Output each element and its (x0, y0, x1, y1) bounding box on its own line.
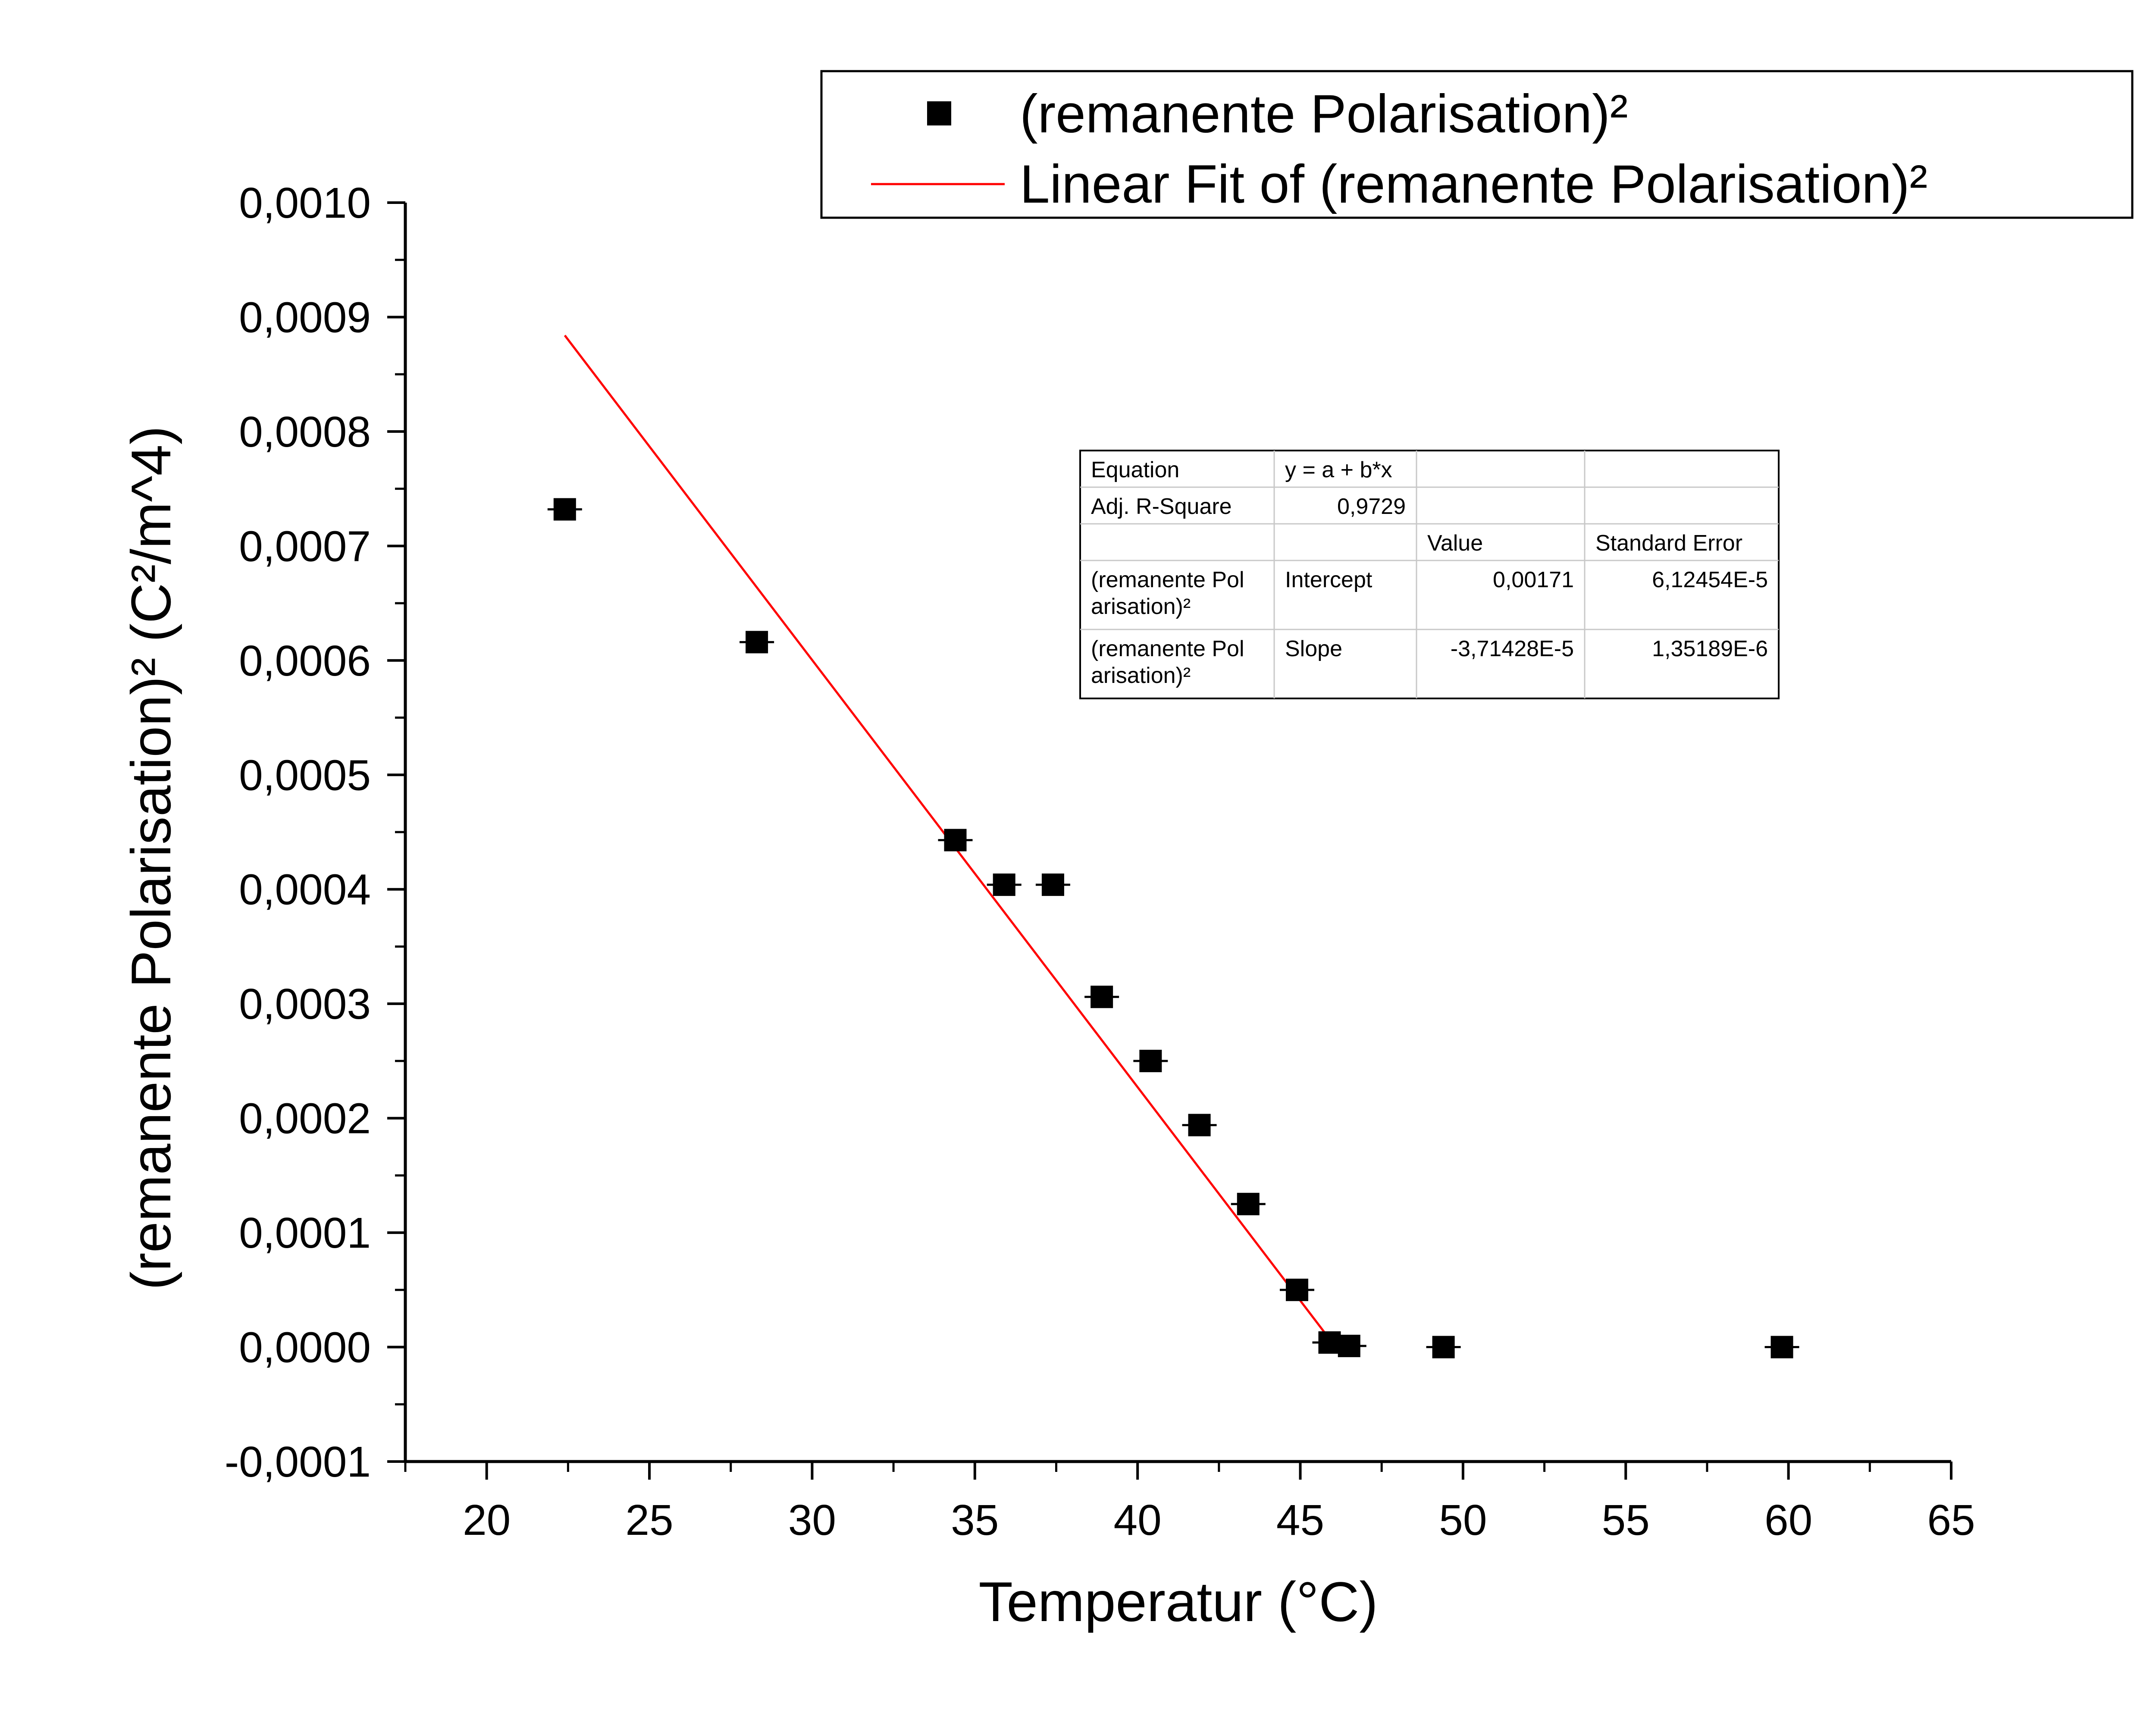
fit-table-cell: 0,00171 (1493, 567, 1574, 592)
y-tick-label: 0,0009 (239, 293, 371, 341)
x-tick-label: 35 (951, 1496, 999, 1544)
fit-table-cell-line: -3,71428E-5 (1451, 636, 1574, 661)
y-tick-label: 0,0002 (239, 1095, 371, 1143)
fit-table-cell-line: (remanente Pol (1091, 636, 1244, 661)
fit-table-cell: Slope (1285, 636, 1342, 661)
y-tick-label: 0,0010 (239, 179, 371, 227)
fit-table-cell: 1,35189E-6 (1652, 636, 1768, 661)
fit-table-cell-line: Equation (1091, 457, 1179, 482)
fit-table-cell-line: 0,9729 (1337, 494, 1406, 519)
fit-table-cell: Standard Error (1595, 531, 1742, 556)
fit-table-cell: (remanente Pol arisation)² (1091, 567, 1244, 619)
fit-table-cell-line: Intercept (1285, 567, 1373, 592)
fit-table-cell: (remanente Pol arisation)² (1091, 636, 1244, 688)
x-tick-label: 40 (1114, 1496, 1162, 1544)
fit-results-table: Equation y = a + b*x Adj. R-Square 0,9729 Va… (1079, 450, 1780, 699)
fit-table-cell-line: arisation)² (1091, 663, 1191, 688)
fit-table-cell: Value (1427, 531, 1483, 556)
fit-table-cell-line: 6,12454E-5 (1652, 567, 1768, 592)
y-tick-label: -0,0001 (225, 1438, 371, 1486)
fit-table-cell-line: Adj. R-Square (1091, 494, 1232, 519)
x-axis-label: Temperatur (°C) (978, 1570, 1378, 1633)
fit-table-cell: Intercept (1285, 567, 1373, 592)
x-tick-label: 50 (1439, 1496, 1487, 1544)
fit-table-border (1079, 450, 1780, 699)
x-tick-label: 65 (1927, 1496, 1975, 1544)
fit-table-cell-line: y = a + b*x (1285, 457, 1392, 482)
y-axis-label: (remanente Polarisation)² (C²/m^4) (119, 426, 182, 1290)
y-tick-label: 0,0005 (239, 751, 371, 799)
fit-table-cell: -3,71428E-5 (1451, 636, 1574, 661)
fit-table-cell-line: Standard Error (1595, 531, 1742, 556)
fit-table-cell-line: (remanente Pol (1091, 567, 1244, 592)
y-tick-label: 0,0006 (239, 637, 371, 685)
y-tick-label: 0,0000 (239, 1324, 371, 1372)
series-layer (547, 335, 1799, 1359)
fit-table-cell-line: 0,00171 (1493, 567, 1574, 592)
y-tick-label: 0,0007 (239, 522, 371, 570)
fit-table-cell: Adj. R-Square (1091, 494, 1232, 519)
fit-table-cell: 0,9729 (1337, 494, 1406, 519)
ticks-layer: 20 25 30 35 40 45 50 55 60 65 -0,0001 0,0000 0,0001 0… (225, 179, 1975, 1544)
legend-box (820, 70, 2134, 219)
x-tick-label: 30 (788, 1496, 836, 1544)
y-tick-label: 0,0001 (239, 1209, 371, 1257)
legend-label-scatter: (remanente Polarisation)² (1020, 84, 1628, 144)
fit-table-cell-line: Slope (1285, 636, 1342, 661)
legend-label-fit: Linear Fit of (remanente Polarisation)² (1020, 154, 1927, 214)
y-tick-label: 0,0004 (239, 866, 371, 914)
x-tick-label: 20 (463, 1496, 511, 1544)
y-tick-label: 0,0003 (239, 980, 371, 1028)
fit-table-cell: 6,12454E-5 (1652, 567, 1768, 592)
fit-table-cell: y = a + b*x (1285, 457, 1392, 482)
fit-table-cell-line: 1,35189E-6 (1652, 636, 1768, 661)
legend: (remanente Polarisation)² Linear Fit of … (820, 70, 2134, 219)
x-tick-label: 55 (1602, 1496, 1650, 1544)
fit-table-cell-line: arisation)² (1091, 594, 1191, 619)
x-tick-label: 45 (1276, 1496, 1324, 1544)
fit-table-cell: Equation (1091, 457, 1179, 482)
x-tick-label: 25 (625, 1496, 673, 1544)
x-tick-label: 60 (1764, 1496, 1812, 1544)
legend-marker-scatter (927, 101, 951, 125)
fit-table-cell-line: Value (1427, 531, 1483, 556)
y-tick-label: 0,0008 (239, 408, 371, 456)
